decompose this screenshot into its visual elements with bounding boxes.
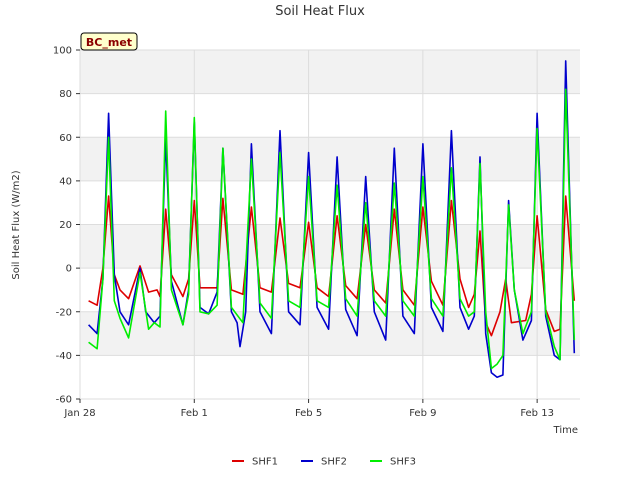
y-tick-label: 80 [59, 89, 72, 100]
y-tick-label: 60 [59, 133, 72, 144]
legend-label-shf1: SHF1 [252, 457, 278, 468]
station-badge-label: BC_met [86, 36, 132, 49]
y-tick-label: 0 [66, 264, 72, 275]
grid-band-1 [80, 224, 580, 269]
chart-title: Soil Heat Flux [275, 4, 365, 19]
y-axis-title: Soil Heat Flux (W/m2) [11, 170, 22, 279]
y-tick-label: 40 [59, 176, 72, 187]
x-axis-title: Time [553, 425, 578, 436]
station-badge-box [80, 32, 138, 51]
x-tick-label: Feb 9 [409, 408, 436, 419]
x-tick-label: Feb 5 [295, 408, 322, 419]
legend: SHF1 SHF2 SHF3 [232, 457, 416, 468]
series-layer [88, 60, 576, 378]
legend-label-shf3: SHF3 [390, 457, 416, 468]
x-tick-label: Feb 13 [520, 408, 554, 419]
y-tick-label: -40 [56, 351, 72, 362]
y-tick-label: -60 [56, 395, 72, 406]
grid-band-3 [80, 50, 580, 94]
x-tick-label: Feb 1 [181, 408, 208, 419]
y-axis-ticks: -60 -40 -20 0 20 40 60 80 100 [53, 46, 80, 406]
series-line-shf3 [88, 88, 576, 370]
y-tick-label: 100 [53, 46, 72, 57]
y-tick-label: 20 [59, 220, 72, 231]
y-tick-label: -20 [56, 307, 72, 318]
grid-band-2 [80, 137, 580, 181]
legend-label-shf2: SHF2 [321, 457, 347, 468]
station-badge: BC_met [80, 32, 138, 51]
x-axis-ticks: Jan 28 Feb 1 Feb 5 Feb 9 Feb 13 [63, 399, 554, 419]
x-tick-label: Jan 28 [63, 408, 95, 419]
